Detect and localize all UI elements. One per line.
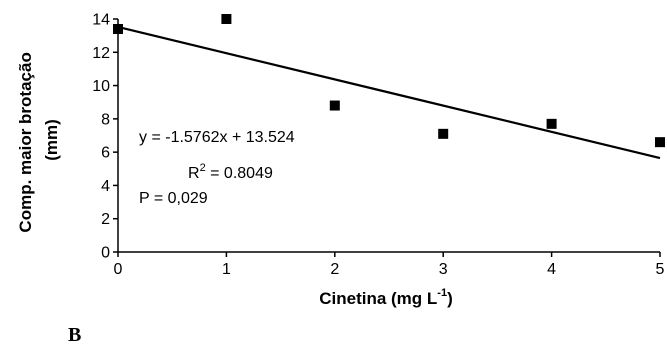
panel-label: B — [68, 324, 81, 345]
r2-superscript: 2 — [200, 162, 206, 174]
x-axis-label-superscript: -1 — [437, 287, 447, 299]
data-points — [113, 14, 665, 148]
y-tick-label: 6 — [101, 145, 110, 162]
y-axis-ticks: 0 2 4 6 8 10 12 14 — [92, 12, 118, 262]
y-tick-label: 0 — [101, 245, 110, 262]
y-tick-label: 14 — [92, 12, 110, 29]
y-tick-label: 12 — [92, 45, 110, 62]
r2-value: = 0.8049 — [206, 165, 273, 182]
y-tick-label: 10 — [92, 78, 110, 95]
x-axis-label-main: Cinetina (mg L — [319, 289, 437, 308]
data-point — [329, 100, 340, 111]
x-tick-label: 0 — [114, 261, 123, 278]
x-tick-label: 1 — [222, 261, 231, 278]
data-point — [438, 128, 449, 139]
y-tick-label: 2 — [101, 211, 110, 228]
y-tick-label: 8 — [101, 111, 110, 128]
y-tick-label: 4 — [101, 178, 110, 195]
x-tick-label: 5 — [656, 261, 665, 278]
x-tick-label: 3 — [439, 261, 448, 278]
y-axis-label-line1: Comp. maior brotação — [16, 52, 35, 232]
trendline-group — [117, 25, 661, 160]
data-point — [546, 118, 557, 129]
p-value: P = 0,029 — [139, 190, 208, 207]
trendline — [117, 25, 661, 160]
data-point — [113, 23, 123, 34]
x-tick-label: 2 — [330, 261, 339, 278]
data-point — [221, 14, 232, 24]
y-axis-label: Comp. maior brotação (mm) — [16, 47, 61, 232]
y-axis-label-line2: (mm) — [42, 119, 61, 161]
data-point — [655, 137, 665, 148]
r-squared: R2 = 0.8049 — [188, 162, 273, 182]
r2-prefix: R — [188, 165, 200, 182]
x-axis-label-close: ) — [447, 289, 453, 308]
regression-equation: y = -1.5762x + 13.524 — [139, 129, 295, 146]
x-axis-ticks: 0 1 2 3 4 5 — [114, 252, 665, 278]
x-tick-label: 4 — [547, 261, 556, 278]
axes — [117, 19, 660, 253]
x-axis-label: Cinetina (mg L-1) — [319, 287, 453, 308]
